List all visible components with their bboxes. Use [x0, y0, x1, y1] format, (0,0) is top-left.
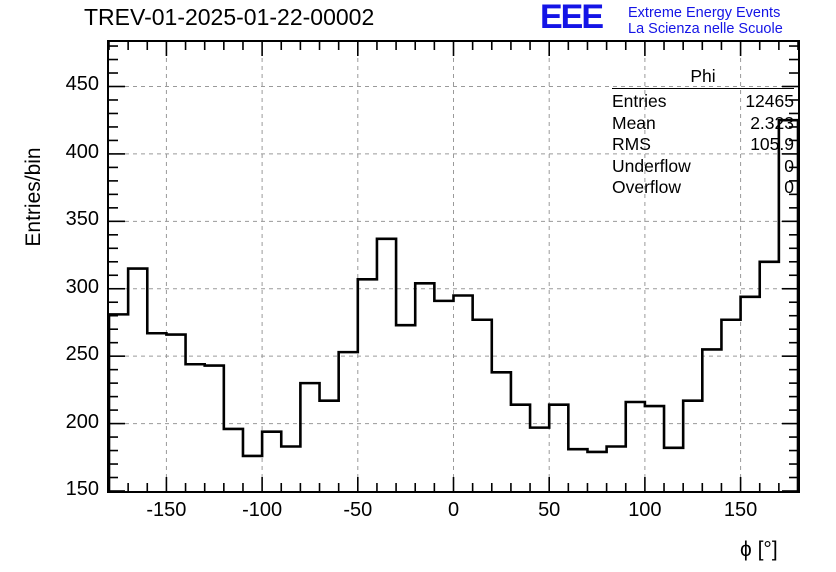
histogram-step-line [109, 118, 798, 491]
stats-row: Underflow 0 [612, 156, 794, 178]
histogram-svg [109, 42, 798, 491]
stats-key: Mean [612, 112, 656, 133]
stats-row: RMS 105.9 [612, 134, 794, 156]
eee-logo: EEE Extreme Energy Events La Scienza nel… [540, 0, 836, 38]
stats-box: Phi Entries 12465 Mean 2.323 RMS 105.9 Underfl… [612, 66, 794, 199]
stats-row: Overflow 0 [612, 177, 794, 199]
x-tick-label: 50 [538, 499, 561, 521]
axis-ticks [109, 42, 798, 491]
plot-frame [107, 40, 800, 493]
stats-title: Phi [690, 66, 716, 86]
x-axis-title: ϕ [°] [740, 538, 778, 561]
page-title: TREV-01-2025-01-22-00002 [84, 4, 375, 30]
stats-value: 12465 [745, 91, 794, 111]
y-tick-label: 250 [65, 343, 99, 366]
stats-key: Entries [612, 91, 667, 111]
stats-row: Mean 2.323 [612, 113, 794, 135]
y-tick-label: 400 [65, 140, 99, 163]
x-tick-label: 150 [723, 499, 758, 521]
stats-rows: Entries 12465 Mean 2.323 RMS 105.9 Underflow 0 O… [612, 91, 794, 199]
y-tick-label: 450 [65, 73, 99, 96]
eee-logo-line2: La Scienza nelle Scuole [628, 21, 783, 37]
stats-value: 0 [784, 155, 794, 176]
eee-logo-mark: EEE [540, 0, 604, 36]
stats-divider [612, 88, 794, 89]
stats-value: 2.323 [750, 112, 794, 133]
stats-key: Underflow [612, 155, 691, 176]
x-tick-label: -100 [242, 499, 283, 521]
x-tick-label: -150 [146, 499, 187, 521]
x-tick-label: -50 [343, 499, 373, 521]
x-tick-label: 0 [447, 499, 460, 521]
y-tick-label: 150 [65, 478, 99, 500]
x-tick-label: 100 [628, 499, 662, 521]
eee-logo-line1: Extreme Energy Events [628, 5, 781, 21]
stats-key: RMS [612, 134, 651, 154]
y-tick-label: 200 [65, 410, 99, 433]
gridlines [109, 42, 798, 491]
stats-value: 0 [784, 177, 794, 197]
stats-value: 105.9 [750, 134, 794, 154]
y-tick-label: 350 [65, 208, 99, 231]
y-tick-labels: 450 400 350 300 250 200 150 [0, 0, 99, 572]
stats-row: Entries 12465 [612, 91, 794, 113]
y-tick-label: 300 [65, 275, 99, 298]
stats-key: Overflow [612, 177, 682, 197]
